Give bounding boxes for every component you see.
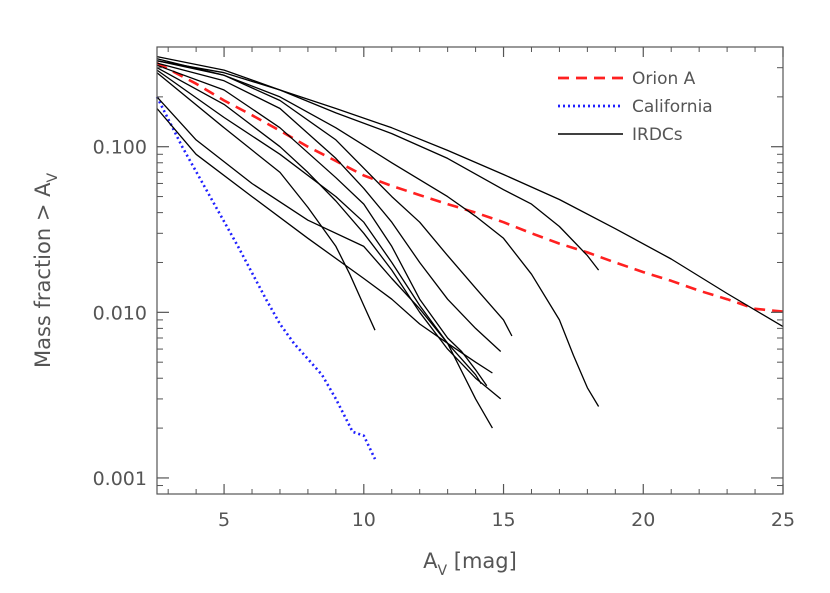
series-line-orion-a-0 bbox=[156, 61, 784, 313]
y-axis-label-sub: V bbox=[45, 173, 61, 183]
series-line-irdc-5-5 bbox=[156, 60, 513, 337]
plot-lines bbox=[155, 55, 784, 460]
x-tick-label: 10 bbox=[352, 509, 376, 531]
x-axis-label-rest: [mag] bbox=[447, 549, 517, 573]
series-line-california-1 bbox=[155, 96, 377, 460]
series-line-irdc-9-9 bbox=[156, 69, 493, 429]
x-tick-label: 15 bbox=[491, 509, 515, 531]
x-tick-label: 5 bbox=[218, 509, 230, 531]
y-tick-label: 0.100 bbox=[93, 137, 147, 159]
x-axis-label-main: A bbox=[423, 549, 438, 573]
legend-label: California bbox=[632, 97, 713, 117]
series-line-irdc-6-6 bbox=[156, 62, 502, 352]
y-axis-label: Mass fraction > AV bbox=[31, 173, 61, 369]
series-line-irdc-8-8 bbox=[156, 67, 502, 400]
series-line-irdc-11-11 bbox=[156, 96, 482, 385]
series-line-irdc-7-7 bbox=[156, 64, 488, 387]
y-axis-label-main: Mass fraction > A bbox=[31, 182, 55, 368]
y-tick-label: 0.010 bbox=[93, 302, 147, 324]
x-tick-label: 25 bbox=[771, 509, 795, 531]
legend-label: Orion A bbox=[632, 69, 696, 89]
series-line-irdc-3-3 bbox=[156, 55, 600, 271]
y-tick-label: 0.001 bbox=[93, 468, 147, 490]
x-axis-label: AV [mag] bbox=[423, 549, 517, 579]
x-axis-label-sub: V bbox=[438, 563, 448, 579]
legend-label: IRDCs bbox=[632, 125, 683, 145]
legend: Orion A California IRDCs bbox=[558, 69, 713, 145]
series-line-irdc-12-12 bbox=[156, 108, 493, 374]
plot-frame bbox=[156, 46, 784, 495]
ticks: 5 10 15 20 25 0.001 0.010 0.100 bbox=[93, 46, 795, 531]
series-line-irdc-4-4 bbox=[156, 58, 600, 407]
x-tick-label: 20 bbox=[631, 509, 655, 531]
